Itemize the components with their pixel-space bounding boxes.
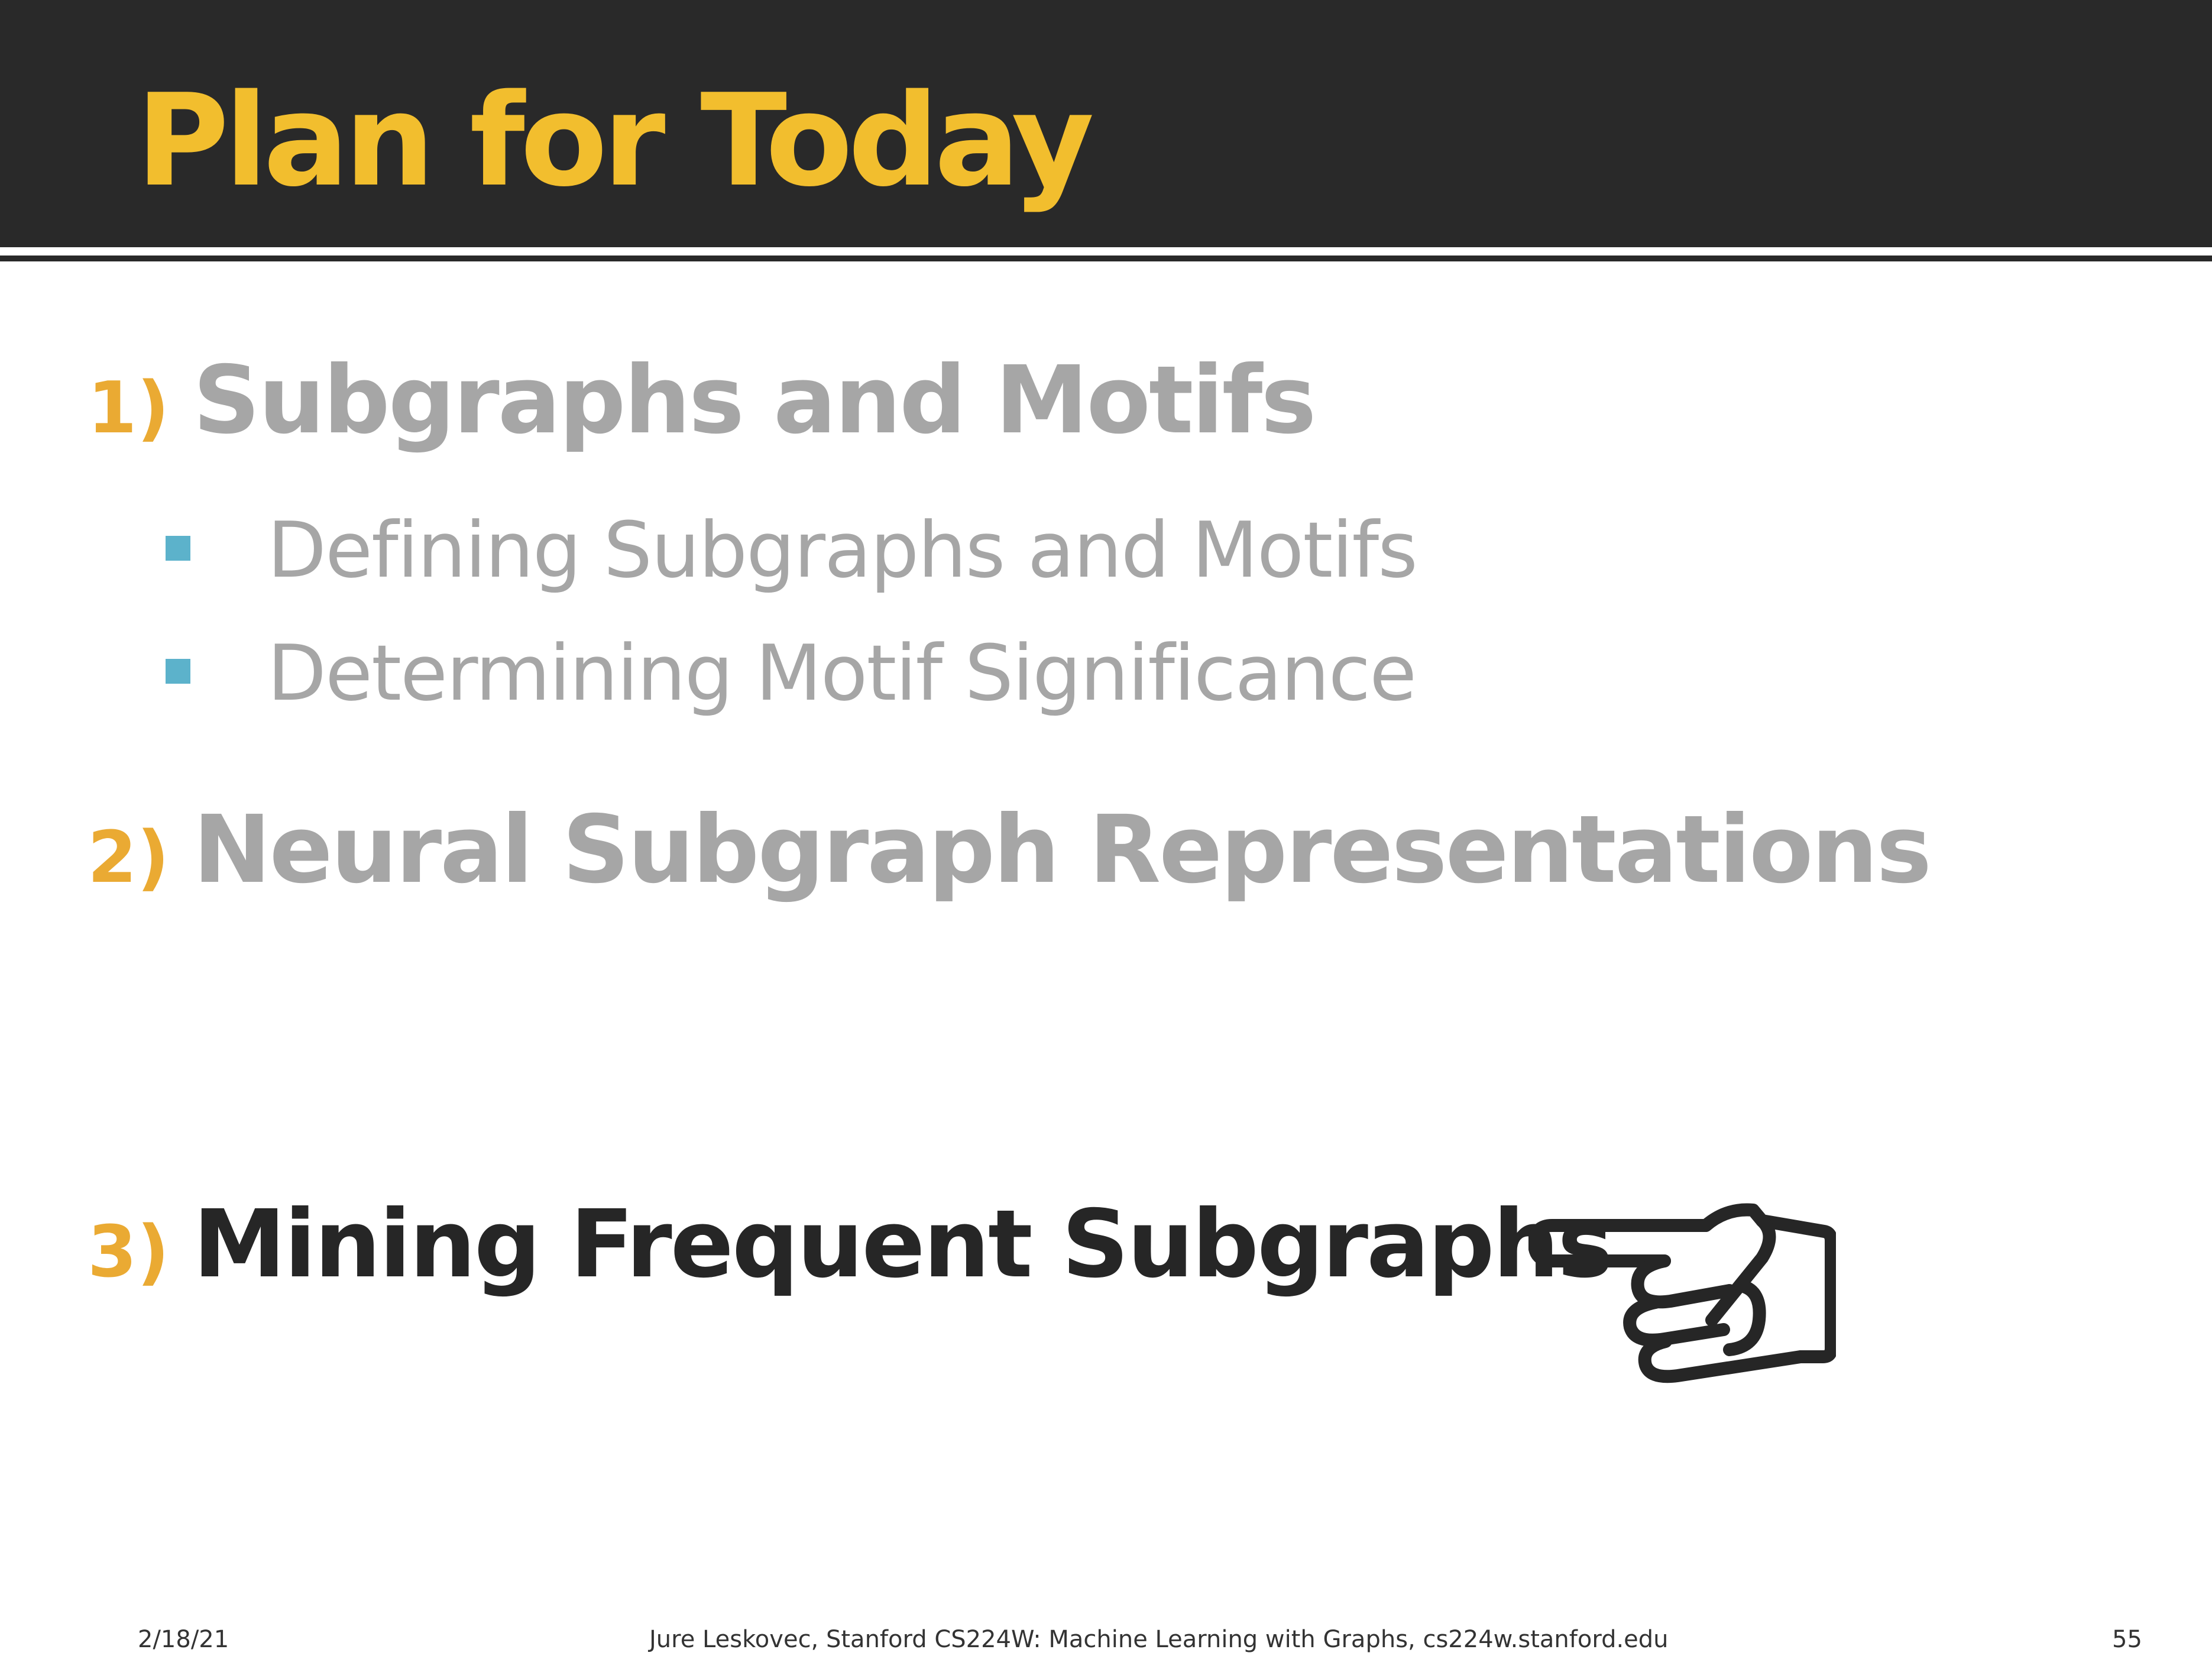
subitem-2: Determining Motif Significance	[166, 626, 1417, 720]
section-number: 1)	[88, 367, 170, 449]
section-number: 2)	[88, 817, 170, 899]
slide-header	[0, 0, 2212, 247]
section-label: Subgraphs and Motifs	[193, 346, 1316, 455]
section-1: 1) Subgraphs and Motifs	[88, 346, 1316, 455]
header-divider	[0, 256, 2212, 261]
square-bullet-icon	[166, 659, 190, 684]
section-label: Mining Frequent Subgraphs	[193, 1190, 1613, 1299]
pointing-hand-icon	[1528, 1203, 1836, 1383]
footer-credit: Jure Leskovec, Stanford CS224W: Machine …	[649, 1626, 1669, 1653]
subitem-1: Defining Subgraphs and Motifs	[166, 503, 1418, 597]
section-2: 2) Neural Subgraph Representations	[88, 795, 1932, 904]
subitem-label: Defining Subgraphs and Motifs	[267, 505, 1418, 595]
subitem-label: Determining Motif Significance	[267, 628, 1417, 718]
footer-date: 2/18/21	[138, 1626, 229, 1653]
footer-page-number: 55	[2112, 1626, 2142, 1653]
section-label: Neural Subgraph Representations	[193, 795, 1932, 904]
section-3: 3) Mining Frequent Subgraphs	[88, 1190, 1613, 1299]
square-bullet-icon	[166, 536, 190, 561]
slide-title: Plan for Today	[136, 66, 1094, 215]
section-number: 3)	[88, 1211, 170, 1293]
